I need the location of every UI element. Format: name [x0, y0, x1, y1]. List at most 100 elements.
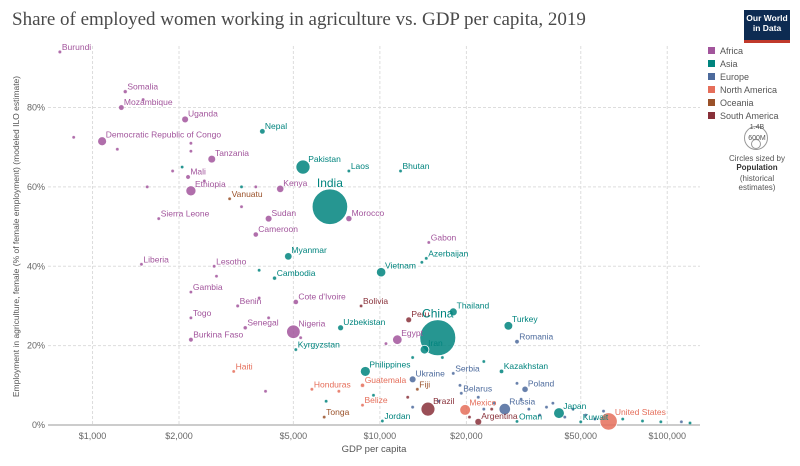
data-point — [189, 316, 193, 320]
data-point — [202, 179, 207, 183]
point-label: Bhutan — [403, 161, 430, 171]
data-point — [310, 387, 314, 392]
size-legend-circles: 1.4B 600M — [722, 124, 792, 152]
point-label: Morocco — [352, 208, 385, 218]
data-point — [688, 421, 692, 425]
point-label: Kyrgyzstan — [298, 340, 340, 350]
data-point — [553, 407, 565, 419]
point-label: Mexico — [469, 398, 496, 408]
data-point — [451, 371, 455, 376]
logo-line2: in Data — [752, 23, 782, 33]
y-tick-label: 60% — [27, 182, 45, 192]
point-label: Poland — [528, 379, 555, 389]
point-label: Belize — [364, 395, 387, 405]
point-label: Kuwait — [583, 412, 609, 422]
data-point — [254, 185, 258, 189]
point-label: United States — [615, 407, 666, 417]
point-label: Myanmar — [291, 245, 327, 255]
point-label: Haiti — [236, 361, 253, 371]
data-point — [360, 383, 365, 388]
data-point — [410, 355, 415, 360]
data-point — [263, 389, 268, 394]
point-label: Fiji — [419, 379, 430, 389]
legend-label-oceania: Oceania — [720, 97, 754, 108]
point-label: Argentina — [481, 411, 518, 421]
data-point — [679, 420, 684, 424]
data-point — [482, 359, 486, 364]
point-label: China — [422, 307, 454, 321]
data-point — [337, 324, 344, 331]
point-label: Oman — [519, 411, 542, 421]
point-label: Somalia — [127, 82, 158, 92]
data-point — [410, 405, 415, 409]
legend-label-south-america: South America — [720, 110, 779, 121]
data-point — [503, 321, 514, 331]
data-point — [311, 188, 349, 225]
point-label: Liberia — [143, 254, 169, 264]
point-label: Vietnam — [385, 260, 416, 270]
legend-item-asia[interactable]: Asia — [708, 57, 779, 70]
data-point — [337, 389, 341, 394]
point-label: Thailand — [457, 300, 490, 310]
data-point — [515, 381, 519, 386]
point-label: Kazakhstan — [504, 361, 549, 371]
data-point — [185, 185, 197, 197]
data-point — [239, 185, 244, 189]
data-point — [659, 420, 663, 424]
point-label: Vanuatu — [232, 189, 263, 199]
x-tick-label: $20,000 — [450, 431, 483, 441]
data-point — [189, 141, 193, 145]
data-point — [324, 399, 328, 403]
data-point — [376, 267, 387, 278]
data-point — [257, 268, 261, 272]
data-point — [420, 401, 436, 417]
logo-line1: Our World — [746, 13, 788, 23]
data-point — [139, 262, 144, 267]
data-point — [544, 405, 549, 409]
legend-item-north-america[interactable]: North America — [708, 83, 779, 96]
point-label: Belarus — [463, 383, 492, 393]
data-point — [188, 337, 194, 342]
owid-logo[interactable]: Our World in Data — [744, 10, 790, 42]
data-point — [499, 369, 504, 374]
legend-item-africa[interactable]: Africa — [708, 44, 779, 57]
point-label: Serbia — [455, 363, 480, 373]
legend-swatch-europe — [708, 73, 715, 80]
data-point — [398, 169, 403, 173]
data-point — [448, 307, 458, 317]
data-point — [181, 116, 189, 123]
point-label: India — [317, 176, 343, 190]
point-label: Lesotho — [216, 256, 247, 266]
data-point — [489, 407, 494, 411]
data-point — [231, 369, 236, 374]
legend-item-oceania[interactable]: Oceania — [708, 96, 779, 109]
data-point — [515, 419, 519, 424]
data-point — [115, 147, 120, 151]
legend-label-europe: Europe — [720, 71, 750, 82]
data-point — [257, 296, 261, 300]
point-label: Iran — [428, 338, 443, 348]
data-point — [276, 185, 284, 193]
data-point — [392, 334, 403, 345]
data-point — [563, 415, 567, 419]
data-point — [185, 174, 191, 180]
chart-title: Share of employed women working in agric… — [12, 9, 586, 30]
x-tick-label: $10,000 — [364, 431, 397, 441]
data-point — [405, 316, 412, 323]
data-point — [266, 316, 271, 320]
point-label: Benin — [240, 296, 262, 306]
data-point — [189, 290, 193, 294]
legend-item-south-america[interactable]: South America — [708, 109, 779, 122]
data-point — [415, 387, 420, 392]
point-label: Cote d'Ivoire — [298, 292, 346, 302]
x-axis-label: GDP per capita — [342, 444, 407, 455]
data-point — [360, 403, 365, 407]
point-label: Ethiopia — [195, 179, 226, 189]
data-point — [583, 413, 588, 417]
point-label: Guatemala — [365, 375, 407, 385]
size-legend-max-label: 1.4B — [749, 124, 765, 131]
y-tick-label: 80% — [27, 103, 45, 113]
data-point — [420, 260, 424, 265]
data-point — [214, 274, 219, 278]
legend-item-europe[interactable]: Europe — [708, 70, 779, 83]
